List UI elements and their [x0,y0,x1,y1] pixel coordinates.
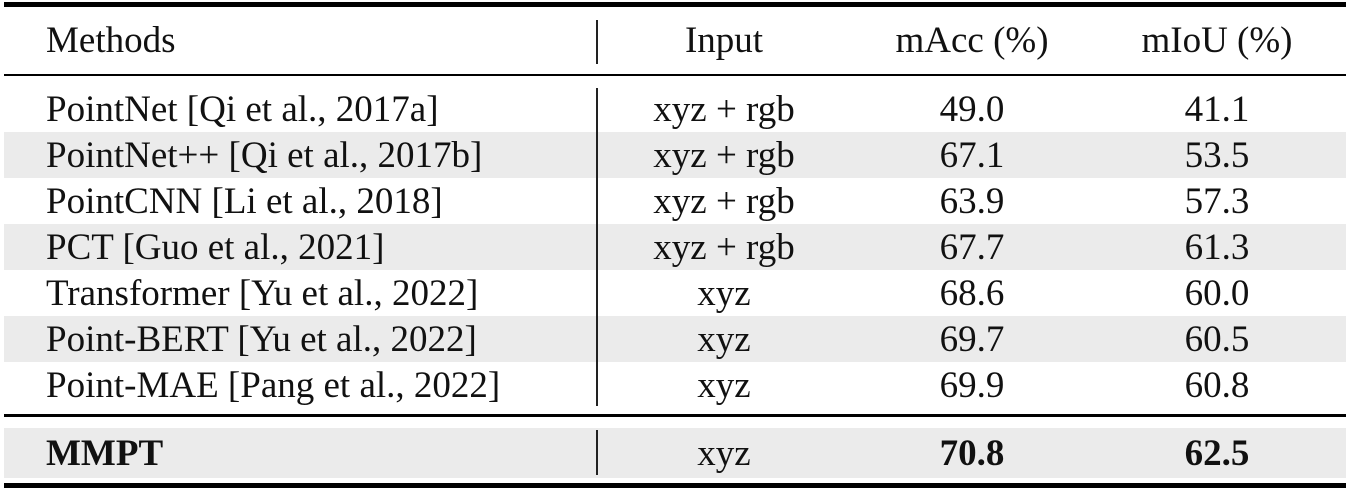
macc-cell: 69.9 [939,364,1005,406]
table-row: Transformer [Yu et al., 2022] xyz 68.6 6… [4,270,1346,316]
method-cell-ours: MMPT [46,432,164,474]
macc-cell: 68.6 [939,272,1005,314]
final-row: MMPT xyz 70.8 62.5 [4,428,1346,478]
table-row: Point-MAE [Pang et al., 2022] xyz 69.9 6… [4,362,1346,408]
miou-cell: 60.8 [1184,364,1250,406]
macc-cell: 69.7 [939,318,1005,360]
table-row: PointCNN [Li et al., 2018] xyz + rgb 63.… [4,178,1346,224]
method-cell: Transformer [Yu et al., 2022] [46,272,479,314]
method-cell: PointNet++ [Qi et al., 2017b] [46,134,483,176]
method-cell: PointCNN [Li et al., 2018] [46,180,443,222]
macc-cell-ours: 70.8 [939,432,1005,474]
header-input: Input [684,19,764,61]
miou-cell: 60.0 [1184,272,1250,314]
miou-cell-ours: 62.5 [1184,432,1250,474]
column-divider [596,430,598,475]
column-divider [596,20,598,64]
header-macc: mAcc (%) [895,19,1049,61]
bottom-rule [4,483,1346,488]
separator-rule [4,414,1346,417]
header-rule [4,74,1346,76]
header-row: Methods Input mAcc (%) mIoU (%) [4,12,1346,68]
table-row: PointNet [Qi et al., 2017a] xyz + rgb 49… [4,86,1346,132]
input-cell: xyz + rgb [653,180,795,222]
method-cell: PointNet [Qi et al., 2017a] [46,88,439,130]
miou-cell: 60.5 [1184,318,1250,360]
input-cell: xyz [697,272,751,314]
input-cell-ours: xyz [697,432,751,474]
method-cell: Point-MAE [Pang et al., 2022] [46,364,501,406]
table-row: PCT [Guo et al., 2021] xyz + rgb 67.7 61… [4,224,1346,270]
input-cell: xyz [697,318,751,360]
input-cell: xyz + rgb [653,134,795,176]
header-methods: Methods [46,19,176,61]
method-cell: Point-BERT [Yu et al., 2022] [46,318,477,360]
miou-cell: 53.5 [1184,134,1250,176]
table-row: PointNet++ [Qi et al., 2017b] xyz + rgb … [4,132,1346,178]
column-divider [596,88,598,406]
input-cell: xyz + rgb [653,88,795,130]
method-cell: PCT [Guo et al., 2021] [46,226,385,268]
input-cell: xyz + rgb [653,226,795,268]
macc-cell: 49.0 [939,88,1005,130]
miou-cell: 57.3 [1184,180,1250,222]
top-rule [4,2,1346,7]
macc-cell: 67.1 [939,134,1005,176]
macc-cell: 63.9 [939,180,1005,222]
macc-cell: 67.7 [939,226,1005,268]
miou-cell: 61.3 [1184,226,1250,268]
input-cell: xyz [697,364,751,406]
table-row: Point-BERT [Yu et al., 2022] xyz 69.7 60… [4,316,1346,362]
header-miou: mIoU (%) [1141,19,1293,61]
miou-cell: 41.1 [1184,88,1250,130]
